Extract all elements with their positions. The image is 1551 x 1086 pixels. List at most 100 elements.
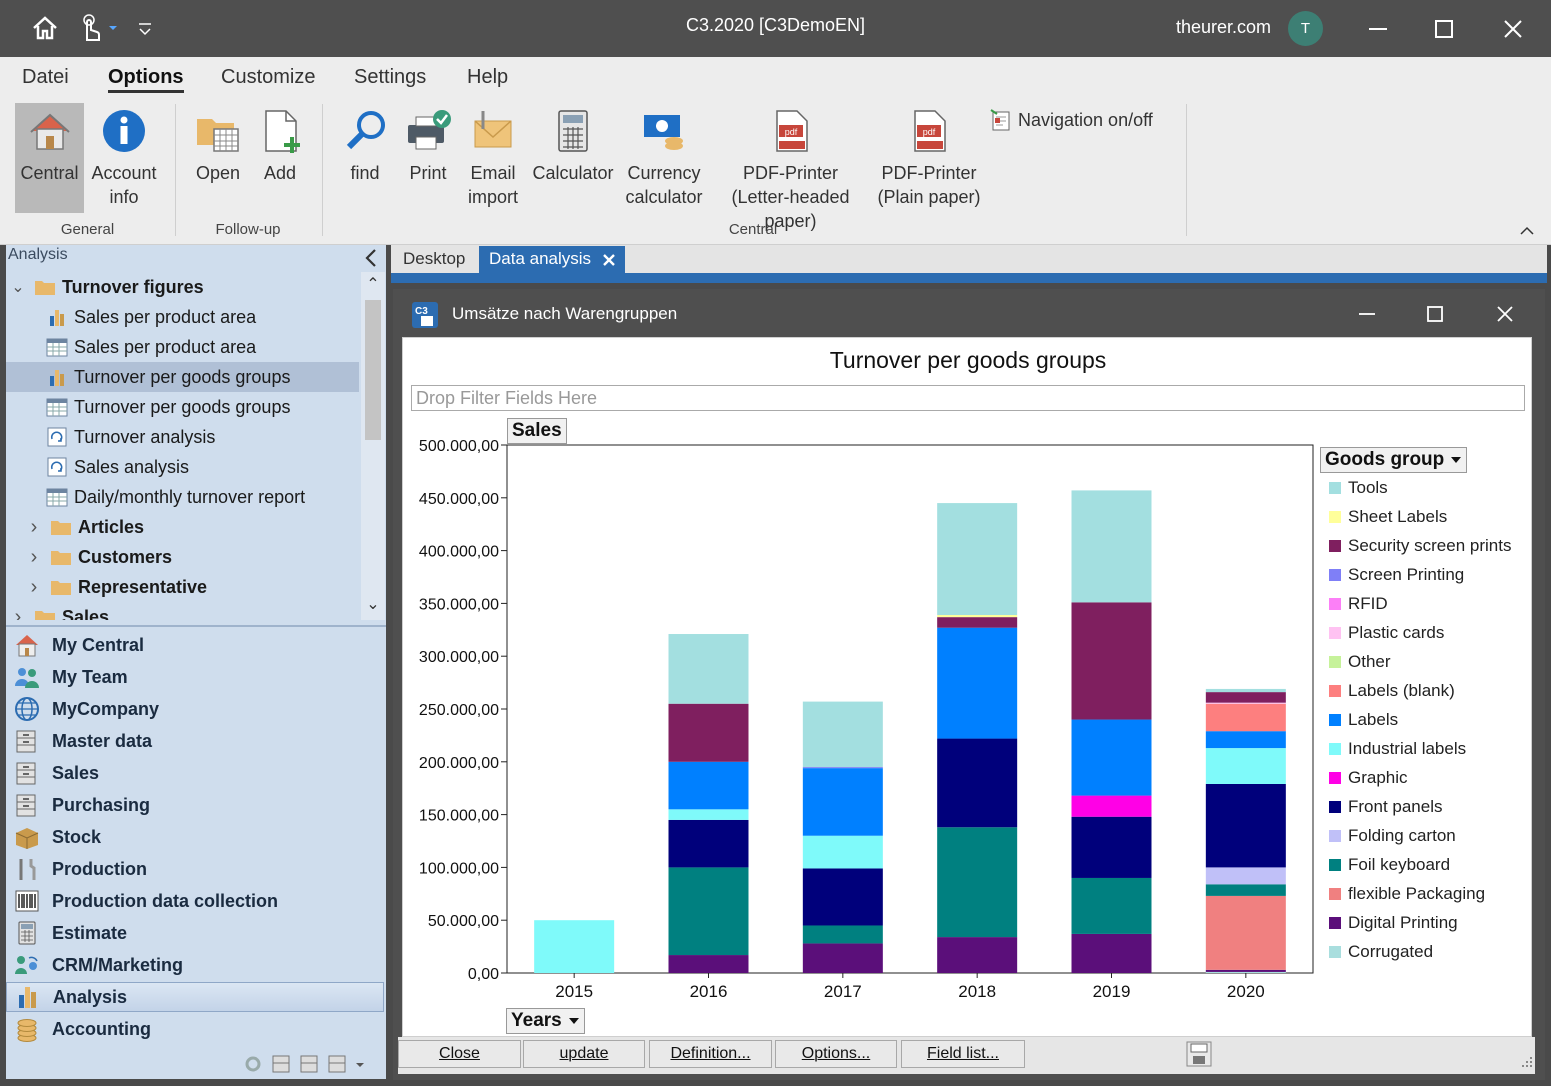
- nav-item-label: My Team: [52, 666, 128, 687]
- touch-mode-icon[interactable]: [75, 12, 107, 44]
- tree-item[interactable]: Sales per product area: [6, 302, 359, 332]
- menu-settings[interactable]: Settings: [354, 66, 427, 88]
- expand-arrow-icon[interactable]: ›: [14, 605, 22, 621]
- nav-item-master-data[interactable]: Master data: [6, 726, 384, 756]
- expand-arrow-icon[interactable]: ›: [30, 515, 38, 538]
- currency-calculator-button[interactable]: Currency calculator: [624, 103, 704, 213]
- scroll-up-icon[interactable]: ⌃: [366, 276, 380, 293]
- options-button[interactable]: Options...: [775, 1040, 897, 1068]
- nav-item-sales[interactable]: Sales: [6, 758, 384, 788]
- find-button[interactable]: find: [343, 103, 387, 213]
- nav-item-my-central[interactable]: My Central: [6, 630, 384, 660]
- nav-item-analysis[interactable]: Analysis: [6, 982, 384, 1012]
- menu-datei[interactable]: Datei: [22, 66, 69, 88]
- tree-scrollbar[interactable]: ⌃ ⌄: [361, 272, 385, 620]
- crm-icon: [15, 956, 38, 974]
- tree-folder[interactable]: ⌄ Turnover figures: [6, 272, 359, 302]
- tree-folder[interactable]: › Representative: [6, 572, 359, 602]
- collapse-arrow-icon[interactable]: ⌄: [11, 279, 25, 296]
- add-button[interactable]: Add: [258, 103, 302, 213]
- settings-icon[interactable]: [242, 1053, 264, 1075]
- home-icon[interactable]: [29, 12, 61, 44]
- cabinet-icon[interactable]: [326, 1053, 348, 1075]
- nav-item-label: Stock: [52, 826, 102, 847]
- nav-item-label: CRM/Marketing: [52, 954, 184, 975]
- collapse-ribbon-icon[interactable]: [1518, 224, 1536, 238]
- chevron-down-icon[interactable]: [354, 1053, 366, 1075]
- tab-data-analysis[interactable]: Data analysis: [479, 246, 626, 273]
- menu-options[interactable]: Options: [108, 66, 184, 93]
- resize-grip-icon[interactable]: [1518, 1055, 1534, 1071]
- bar-segment: [534, 920, 615, 973]
- central-button[interactable]: Central: [15, 103, 84, 213]
- tree-item[interactable]: Sales analysis: [6, 452, 359, 482]
- goods-group-field-button[interactable]: Goods group: [1320, 447, 1468, 473]
- scrollbar-thumb[interactable]: [365, 300, 381, 440]
- tree-item[interactable]: Turnover per goods groups: [6, 392, 359, 422]
- cabinet-icon: [16, 762, 36, 785]
- update-button[interactable]: update: [523, 1040, 645, 1068]
- account-info-button[interactable]: Account info: [88, 103, 160, 213]
- nav-item-purchasing[interactable]: Purchasing: [6, 790, 384, 820]
- currency-calculator-label: Currency calculator: [625, 163, 703, 207]
- drop-filter-area[interactable]: Drop Filter Fields Here: [411, 385, 1525, 411]
- field-list-button[interactable]: Field list...: [901, 1040, 1025, 1068]
- save-icon[interactable]: [1185, 1040, 1213, 1068]
- tree-folder[interactable]: › Sales: [6, 602, 359, 620]
- calculator-icon: [558, 110, 588, 152]
- tree-folder[interactable]: › Articles: [6, 512, 359, 542]
- expand-arrow-icon[interactable]: ›: [30, 575, 38, 598]
- print-button[interactable]: Print: [403, 103, 453, 213]
- nav-item-production-data-collection[interactable]: Production data collection: [6, 886, 384, 916]
- nav-item-mycompany[interactable]: MyCompany: [6, 694, 384, 724]
- email-import-button[interactable]: Email import: [463, 103, 523, 213]
- svg-text:pdf: pdf: [923, 127, 936, 137]
- definition-button[interactable]: Definition...: [649, 1040, 772, 1068]
- menu-help[interactable]: Help: [467, 66, 509, 88]
- nav-item-estimate[interactable]: Estimate: [6, 918, 384, 948]
- bar-segment: [1205, 703, 1286, 732]
- legend-swatch: [1329, 627, 1341, 639]
- scroll-down-icon[interactable]: ⌄: [366, 596, 380, 613]
- legend-swatch: [1329, 482, 1341, 494]
- close-icon[interactable]: [1493, 304, 1517, 324]
- years-field-button[interactable]: Years: [506, 1008, 585, 1034]
- close-button[interactable]: Close: [398, 1040, 521, 1068]
- pdf-printer-letter-button[interactable]: pdf PDF-Printer (Letter-headed paper): [714, 103, 867, 231]
- open-button[interactable]: Open: [193, 103, 243, 213]
- nav-item-accounting[interactable]: Accounting: [6, 1014, 384, 1044]
- tab-desktop[interactable]: Desktop: [403, 249, 466, 268]
- calculator-button[interactable]: Calculator: [532, 103, 614, 213]
- nav-item-label: Production data collection: [52, 890, 279, 911]
- tree-item[interactable]: Daily/monthly turnover report: [6, 482, 359, 512]
- tree-item[interactable]: Sales per product area: [6, 332, 359, 362]
- maximize-icon[interactable]: [1427, 12, 1461, 46]
- menu-customize[interactable]: Customize: [221, 66, 316, 88]
- legend-swatch: [1329, 511, 1341, 523]
- info-icon: [103, 110, 145, 152]
- close-icon[interactable]: [1496, 12, 1530, 46]
- collapse-panel-icon[interactable]: [363, 248, 379, 268]
- data-field-button[interactable]: Sales: [507, 418, 567, 444]
- nav-item-production[interactable]: Production: [6, 854, 384, 884]
- minimize-icon[interactable]: [1355, 304, 1379, 324]
- tree-item[interactable]: Turnover per goods groups: [6, 362, 359, 392]
- close-tab-icon[interactable]: [601, 252, 617, 268]
- tree-item[interactable]: Turnover analysis: [6, 422, 359, 452]
- tree-folder[interactable]: › Customers: [6, 542, 359, 572]
- cabinet-icon[interactable]: [298, 1053, 320, 1075]
- navigation-toggle-button[interactable]: Navigation on/off: [989, 108, 1153, 132]
- expand-arrow-icon[interactable]: ›: [30, 545, 38, 568]
- nav-item-stock[interactable]: Stock: [6, 822, 384, 852]
- chevron-down-icon[interactable]: [106, 12, 120, 44]
- avatar[interactable]: T: [1288, 11, 1323, 46]
- panel-divider[interactable]: [6, 625, 386, 627]
- cabinet-icon[interactable]: [270, 1053, 292, 1075]
- bar-segment: [802, 925, 883, 944]
- pdf-printer-plain-button[interactable]: pdf PDF-Printer (Plain paper): [877, 103, 981, 213]
- quick-access-dropdown-icon[interactable]: [136, 12, 154, 44]
- nav-item-crm-marketing[interactable]: CRM/Marketing: [6, 950, 384, 980]
- maximize-icon[interactable]: [1423, 304, 1447, 324]
- nav-item-my-team[interactable]: My Team: [6, 662, 384, 692]
- minimize-icon[interactable]: [1361, 12, 1395, 46]
